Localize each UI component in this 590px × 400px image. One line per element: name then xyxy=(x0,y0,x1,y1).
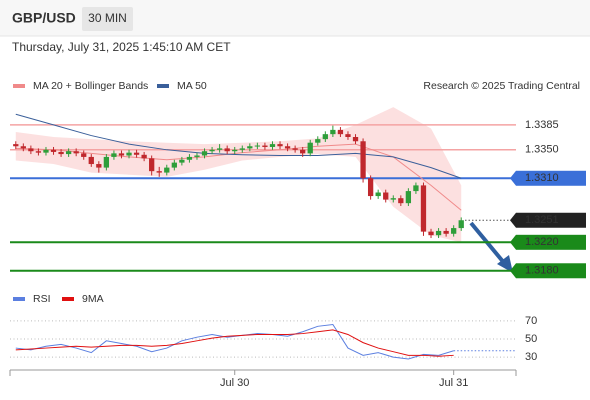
candle-body xyxy=(111,153,117,157)
level-box xyxy=(516,234,586,250)
candle-body xyxy=(330,129,336,135)
candle-body xyxy=(164,167,170,173)
forecast-arrowhead xyxy=(497,255,513,273)
level-box-tip xyxy=(510,234,516,250)
candle-body xyxy=(367,178,374,197)
level-box-tip xyxy=(510,170,516,186)
overlay-line xyxy=(15,113,462,179)
candle-body xyxy=(179,159,185,163)
timestamp: Thursday, July 31, 2025 1:45:10 AM CET xyxy=(12,40,231,54)
candle-body xyxy=(20,146,26,149)
candle-body xyxy=(300,149,306,154)
legend-label: MA 20 + Bollinger Bands xyxy=(33,80,148,92)
interval: 30 MIN xyxy=(88,11,127,25)
candle-body xyxy=(269,144,276,147)
candle-body xyxy=(73,151,79,154)
interval-box xyxy=(82,7,133,31)
legend-label: MA 50 xyxy=(177,80,207,92)
candle-body xyxy=(239,148,245,150)
candle-body xyxy=(322,134,328,140)
candle-body xyxy=(307,142,313,154)
credit: Research © 2025 Trading Central xyxy=(423,80,580,92)
candle-body xyxy=(428,231,434,236)
candle-body xyxy=(156,171,162,173)
candle-body xyxy=(96,164,102,168)
candle-body xyxy=(262,145,268,147)
candle-body xyxy=(224,148,230,152)
level-box xyxy=(516,263,586,279)
candle-body xyxy=(232,149,238,152)
y-tick-label: 30 xyxy=(525,351,537,363)
level-label: 1.3350 xyxy=(525,144,559,156)
bollinger-band xyxy=(15,107,462,243)
candle-body xyxy=(435,230,442,236)
candle-body xyxy=(451,228,457,234)
candle-body xyxy=(88,156,94,165)
candle-body xyxy=(13,144,19,147)
candle-body xyxy=(337,129,344,135)
legend-label: RSI xyxy=(33,293,51,305)
candle-body xyxy=(58,151,64,155)
candle-body xyxy=(284,146,291,149)
candle-body xyxy=(292,148,298,150)
series-line xyxy=(15,329,454,357)
candle-body xyxy=(81,153,87,157)
candle-body xyxy=(171,162,177,168)
candle-body xyxy=(390,198,396,200)
candle-body xyxy=(345,134,351,137)
candle-body xyxy=(103,156,110,168)
level-box-tip xyxy=(510,263,516,279)
candle-body xyxy=(398,198,404,204)
candle-body xyxy=(247,146,253,149)
candle-body xyxy=(352,137,359,142)
candle-body xyxy=(209,149,215,152)
candle-body xyxy=(375,192,381,197)
candle-body xyxy=(126,152,132,156)
candle-body xyxy=(186,156,193,160)
candle-body xyxy=(43,149,49,153)
level-label: 1.3251 xyxy=(525,214,559,226)
candle-body xyxy=(383,192,389,200)
x-tick-label: Jul 31 xyxy=(439,377,468,389)
level-label: 1.3385 xyxy=(525,119,559,131)
candle-body xyxy=(443,230,449,234)
candle-body xyxy=(277,144,283,147)
candle-body xyxy=(118,153,125,156)
candle-body xyxy=(50,149,57,152)
level-box xyxy=(516,170,586,186)
x-tick-label: Jul 30 xyxy=(220,377,249,389)
forecast-arrow xyxy=(469,221,507,266)
candle-body xyxy=(254,145,261,147)
candle-body xyxy=(141,154,147,159)
level-box-tip xyxy=(510,212,516,228)
level-box xyxy=(516,212,586,228)
candle-body xyxy=(216,148,223,150)
candle-body xyxy=(133,152,140,155)
candle-body xyxy=(315,139,321,143)
candle-body xyxy=(360,141,366,179)
candle-body xyxy=(405,191,412,204)
level-label: 1.3180 xyxy=(525,265,559,277)
candle-body xyxy=(413,185,419,192)
y-tick-label: 50 xyxy=(525,333,537,345)
symbol: GBP/USD xyxy=(12,10,76,26)
candle-body xyxy=(28,148,34,152)
candle-body xyxy=(458,220,464,229)
candle-body xyxy=(420,185,427,232)
candle-body xyxy=(149,158,155,172)
legend-label: 9MA xyxy=(82,293,104,305)
level-label: 1.3310 xyxy=(525,172,559,184)
candle-body xyxy=(194,155,200,157)
candle-body xyxy=(65,151,72,155)
y-tick-label: 70 xyxy=(525,315,537,327)
candle-body xyxy=(201,151,208,156)
candle-body xyxy=(35,151,42,153)
series-line xyxy=(15,323,454,360)
level-label: 1.3220 xyxy=(525,236,559,248)
